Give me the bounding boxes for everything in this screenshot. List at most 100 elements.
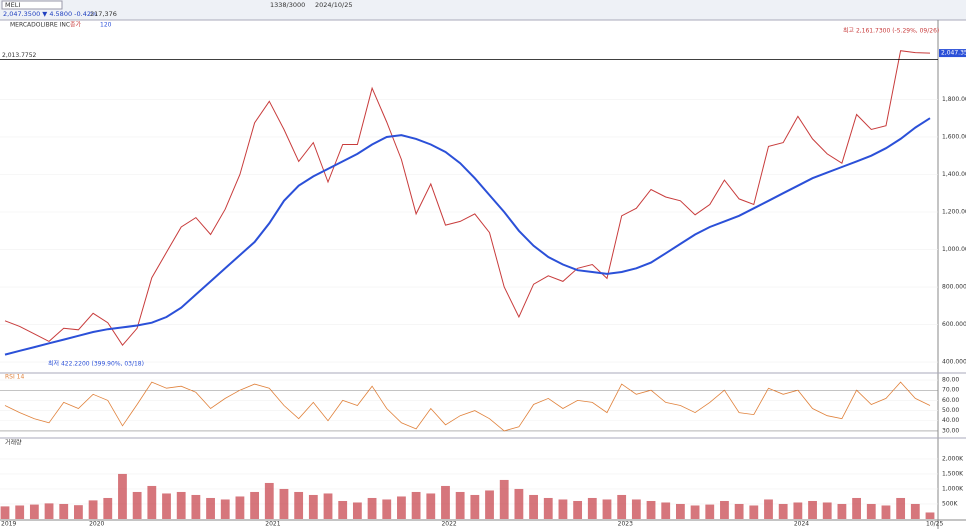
high-annotation: 최고 2,161.7300 (-5.29%, 09/26)	[843, 27, 939, 35]
bar	[162, 493, 171, 519]
price-tag	[939, 49, 966, 58]
y-tick-label: 600.0000	[942, 321, 966, 328]
line	[4, 50, 931, 347]
bar	[411, 491, 421, 519]
bar	[323, 493, 333, 519]
toolbar	[0, 0, 966, 20]
bar	[103, 497, 113, 519]
x-tick-label: 2023	[618, 521, 633, 528]
count[interactable]: 1338/3000	[270, 1, 305, 9]
bar	[308, 494, 318, 519]
bar	[675, 503, 685, 519]
bar	[602, 499, 612, 519]
legend-entry: 120	[100, 22, 112, 29]
bar	[764, 499, 773, 519]
y-tick-label: 30.00	[942, 427, 959, 434]
x-tick-label: 2020	[89, 521, 104, 528]
bar	[793, 502, 803, 519]
x-tick-label: 2019	[1, 521, 16, 528]
bar	[441, 485, 450, 519]
bar	[866, 503, 876, 519]
bar	[587, 497, 597, 519]
bar	[132, 491, 142, 519]
bar	[426, 493, 436, 519]
bar	[646, 500, 656, 519]
bar	[118, 473, 127, 519]
bar	[352, 502, 362, 519]
bar	[837, 503, 847, 519]
bar	[499, 479, 509, 519]
line	[4, 117, 931, 356]
bar	[881, 505, 891, 519]
y-tick-label: 1,200.0000	[942, 209, 966, 216]
bar	[808, 500, 817, 519]
bar	[220, 499, 230, 519]
y-tick-label: 800.0000	[942, 284, 966, 291]
y-tick-label: 400.0000	[942, 359, 966, 366]
bar	[690, 505, 700, 519]
y-tick-label: 1,800.0000	[942, 96, 966, 103]
y-tick-label: 2,000K	[942, 455, 964, 462]
bar	[250, 491, 260, 519]
bar	[470, 494, 480, 519]
symbol: MELI	[5, 1, 20, 9]
bar	[910, 503, 920, 519]
line	[4, 381, 931, 432]
date[interactable]: 2024/10/25	[315, 1, 352, 9]
bar	[705, 504, 715, 519]
bar	[176, 491, 186, 519]
low-annotation: 최저 422.2200 (399.90%, 03/18)	[48, 360, 144, 368]
x-tick-label: 2022	[441, 521, 456, 528]
y-tick-label: 50.00	[942, 407, 959, 414]
bar	[852, 497, 861, 519]
bar	[925, 512, 935, 519]
bar	[367, 497, 377, 519]
bar	[88, 500, 98, 519]
volume: 217,376	[90, 10, 117, 18]
bar	[382, 499, 392, 519]
y-tick-label: 70.00	[942, 387, 959, 394]
bar	[279, 488, 289, 519]
bar	[617, 494, 627, 519]
panel-title: MERCADOLIBRE INC	[10, 22, 70, 29]
bar	[338, 500, 348, 519]
bar	[631, 499, 641, 519]
y-tick-label: 60.00	[942, 397, 959, 404]
y-tick-label: 1,400.0000	[942, 171, 966, 178]
price: 2,047.3500 ▼ 4.5800 -0.42%	[3, 10, 97, 18]
bar	[44, 503, 54, 519]
bar	[59, 503, 69, 519]
y-tick-label: 1,600.0000	[942, 133, 966, 140]
bar	[264, 482, 274, 519]
y-tick-label: 1,500K	[942, 470, 964, 477]
bar	[514, 488, 524, 519]
bar	[529, 494, 538, 519]
bar	[74, 505, 83, 519]
bar	[543, 497, 553, 519]
symbol-box[interactable]	[1, 0, 63, 10]
panel-title: RSI 14	[5, 374, 24, 381]
y-tick-label: 1,000.0000	[942, 246, 966, 253]
bar	[822, 502, 832, 519]
bar	[485, 490, 494, 519]
bar	[455, 491, 465, 519]
x-tick-label: 2021	[265, 521, 280, 528]
y-tick-label: 40.00	[942, 417, 959, 424]
bar	[15, 505, 25, 519]
panel-title: 거래량	[5, 439, 22, 447]
x-tick-label: 10/25	[926, 521, 943, 528]
x-tick-label: 2024	[794, 521, 809, 528]
bar	[0, 506, 10, 519]
y-tick-label: 500K	[942, 500, 958, 507]
bar	[778, 503, 788, 519]
bar	[29, 504, 39, 519]
bar	[573, 500, 583, 519]
bar	[206, 497, 215, 519]
bar	[896, 497, 906, 519]
y-tick-label: 80.00	[942, 377, 959, 384]
bar	[397, 496, 406, 519]
bar	[558, 499, 568, 519]
legend-entry: 종가	[70, 21, 82, 29]
reference-label: 2,013.7752	[2, 52, 37, 59]
